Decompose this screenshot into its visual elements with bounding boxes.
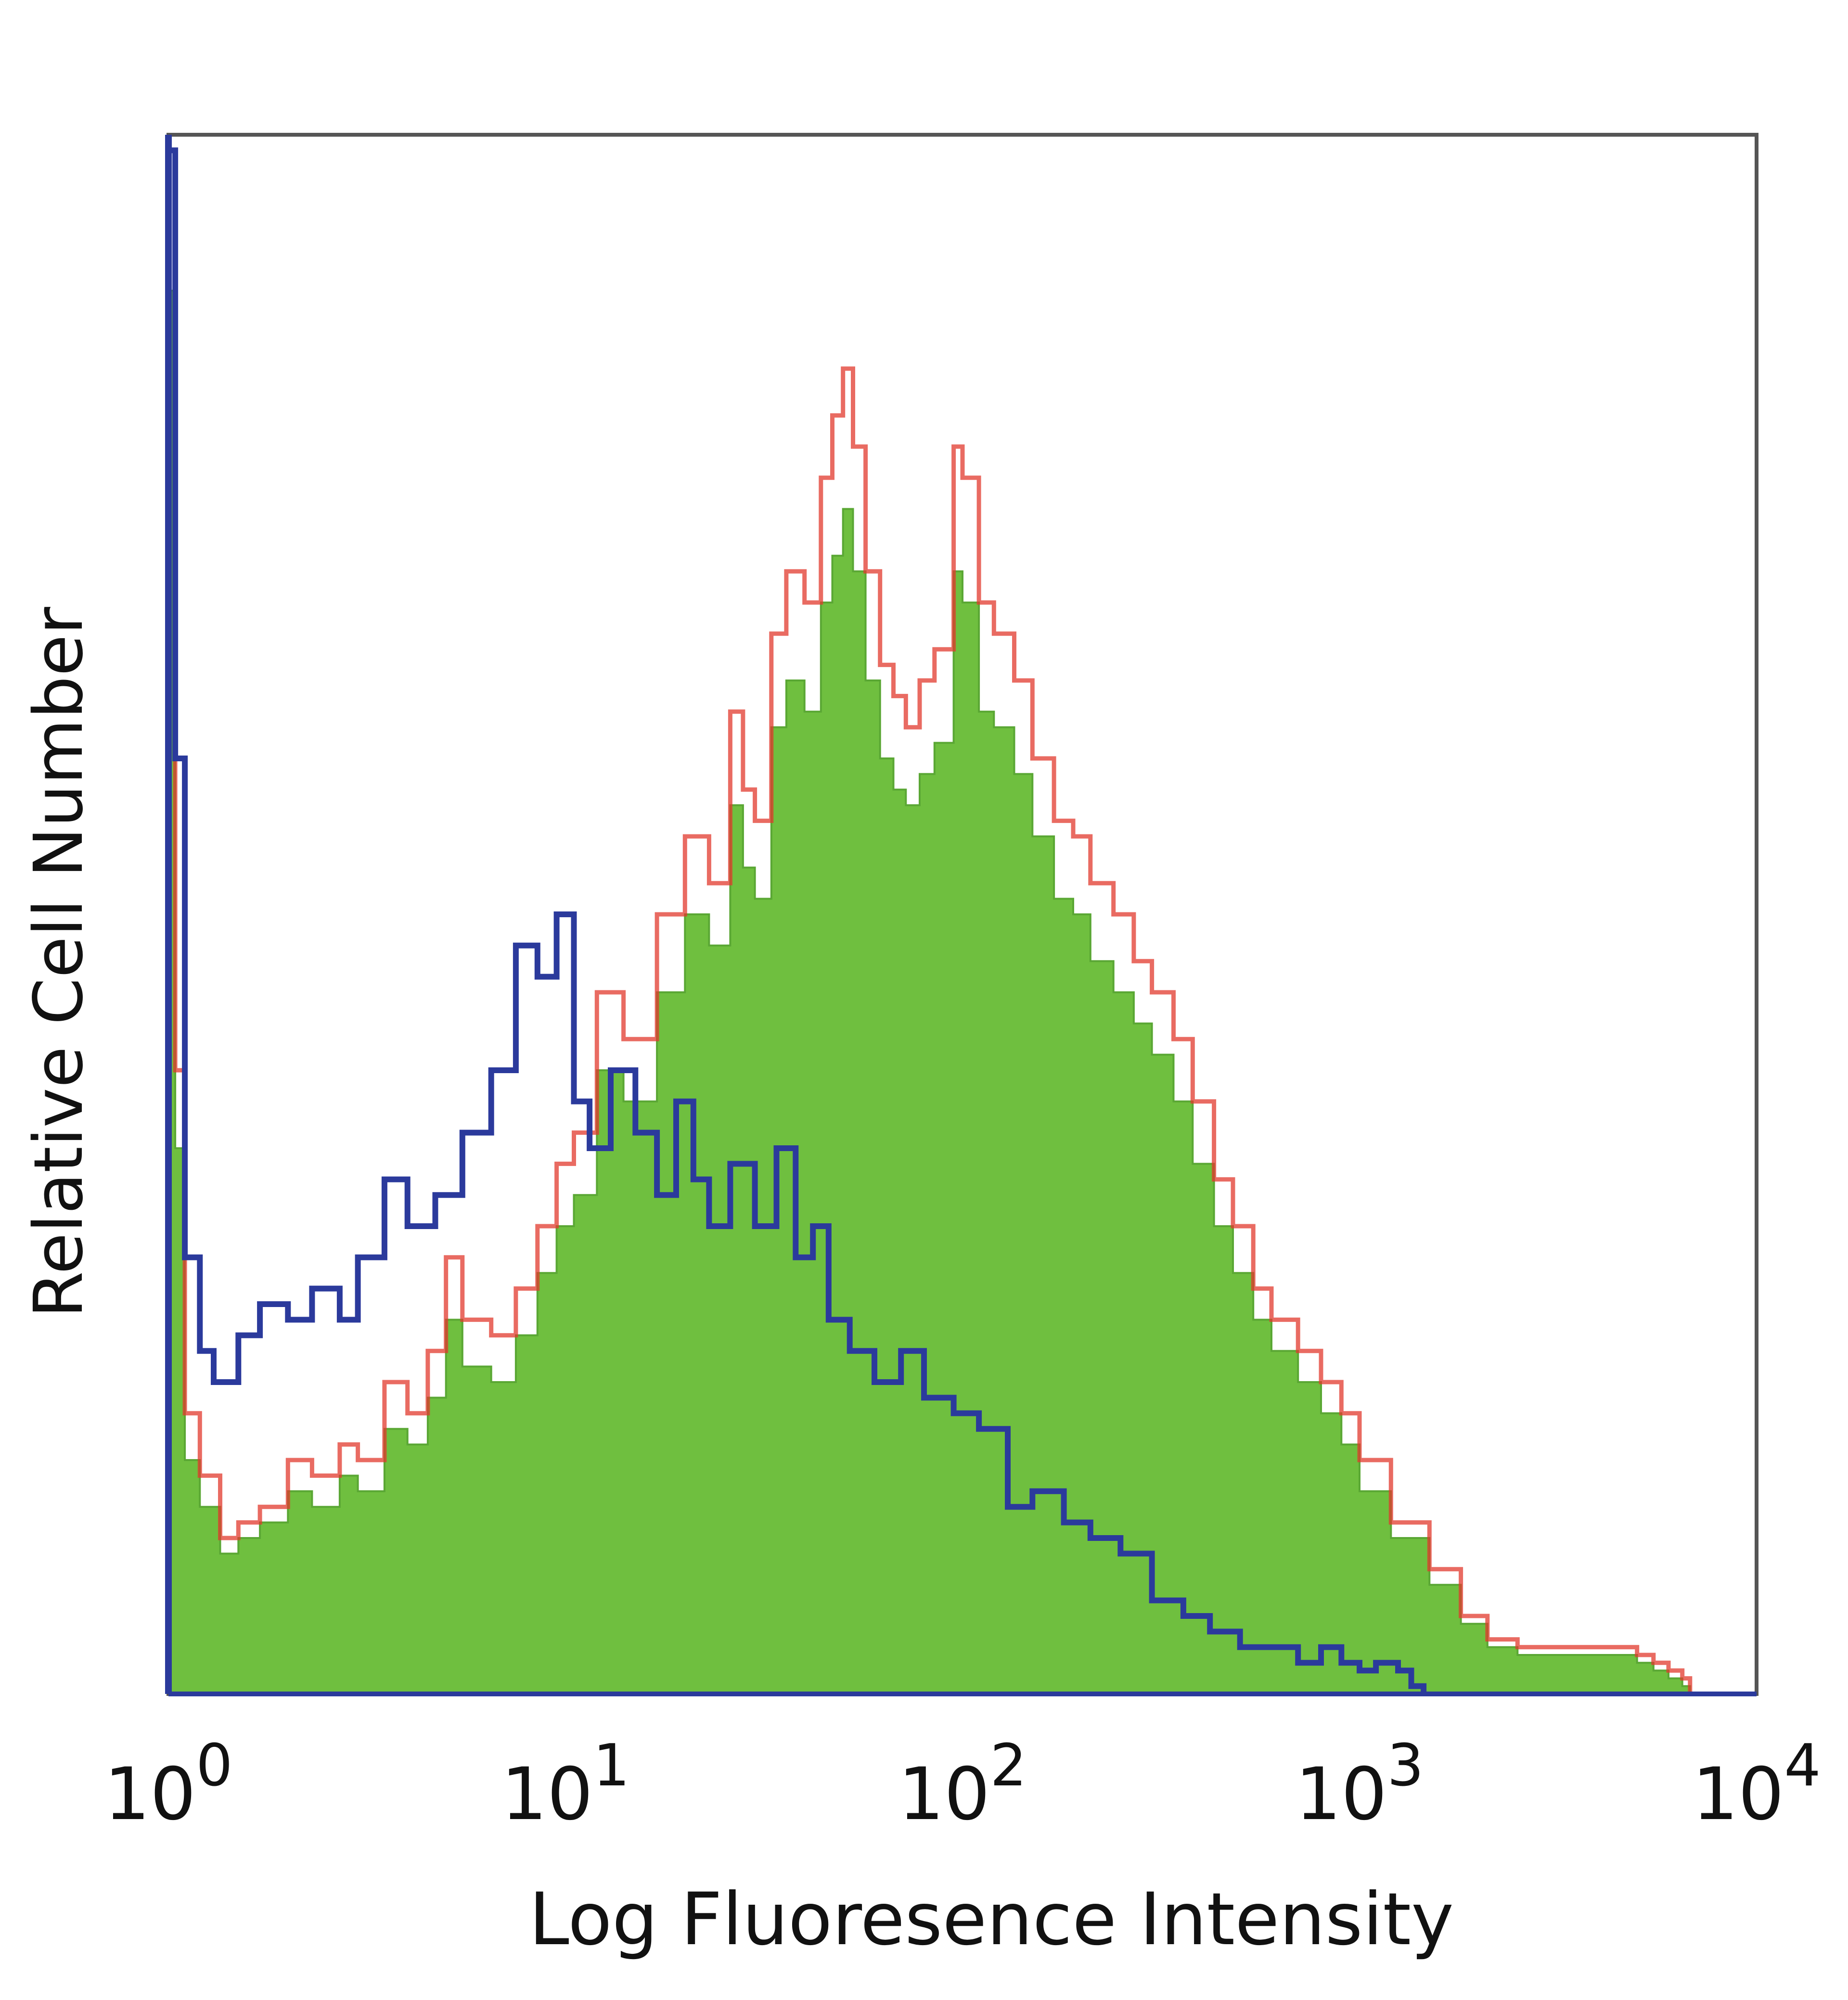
red-histogram-outline <box>168 148 1693 1694</box>
x-tick-labels: 100 101 102 103 104 <box>104 1732 1821 1836</box>
x-tick-label-4: 104 <box>1692 1732 1821 1836</box>
x-tick-label-1: 101 <box>501 1732 629 1836</box>
x-tick-label-3: 103 <box>1295 1732 1424 1836</box>
y-axis-title: Relative Cell Number <box>20 607 98 1318</box>
x-axis-title: Log Fluoresence Intensity <box>529 1878 1454 1962</box>
x-tick-label-0: 100 <box>104 1732 232 1836</box>
blue-histogram-outline <box>168 147 1427 1694</box>
green-histogram-fill <box>168 290 1691 1694</box>
x-tick-label-2: 102 <box>898 1732 1027 1836</box>
plot-area <box>168 147 1693 1694</box>
